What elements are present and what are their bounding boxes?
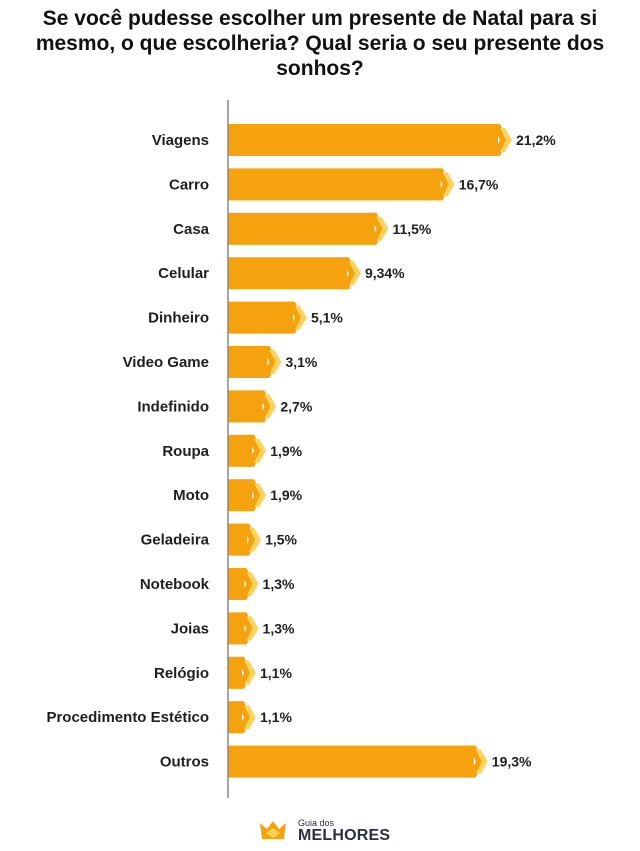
value-label-8: 1,9%: [270, 487, 302, 503]
value-label-1: 16,7%: [459, 176, 499, 192]
bar-10: [228, 568, 245, 600]
bar-highlight-1: [442, 172, 455, 197]
chart-title: Se você pudesse escolher um presente de …: [35, 7, 605, 80]
bar-7: [228, 434, 253, 467]
logo-text-big: MELHORES: [298, 827, 391, 844]
category-label-7: Roupa: [162, 443, 209, 460]
value-label-5: 3,1%: [285, 354, 317, 370]
bars-layer: [228, 124, 512, 778]
value-label-14: 19,3%: [492, 754, 532, 770]
category-labels: Viagens Carro Casa Celular Dinheiro Video Gam…: [46, 132, 209, 771]
bar-highlight-2: [376, 216, 389, 241]
guia-dos-melhores-logo: Guia dos MELHORES: [258, 816, 398, 846]
value-label-10: 1,3%: [263, 576, 295, 592]
category-label-0: Viagens: [152, 132, 209, 149]
value-label-12: 1,1%: [260, 665, 292, 681]
crown-icon: [260, 821, 286, 839]
category-label-13: Procedimento Estético: [46, 709, 209, 726]
bar-highlight-7: [254, 438, 267, 463]
logo-text-small: Guia dos: [298, 818, 335, 828]
category-label-3: Celular: [158, 265, 209, 282]
category-label-12: Relógio: [154, 665, 209, 682]
value-label-0: 21,2%: [516, 132, 556, 148]
bar-6: [228, 390, 263, 423]
value-label-6: 2,7%: [280, 398, 312, 414]
value-label-7: 1,9%: [270, 443, 302, 459]
value-label-9: 1,5%: [265, 532, 297, 548]
category-label-5: Video Game: [123, 354, 209, 371]
bar-highlight-13: [244, 705, 257, 730]
bar-9: [228, 523, 248, 556]
category-label-6: Indefinido: [137, 398, 209, 415]
bar-12: [228, 656, 243, 689]
bar-13: [228, 701, 243, 734]
bar-highlight-4: [294, 305, 307, 330]
bar-highlight-0: [500, 128, 512, 152]
bar-14: [228, 745, 474, 778]
bar-highlight-3: [348, 261, 361, 286]
category-label-10: Notebook: [140, 576, 210, 593]
bar-0: [228, 124, 498, 156]
category-label-1: Carro: [169, 176, 209, 193]
bar-highlight-10: [246, 572, 259, 596]
bar-highlight-5: [269, 350, 282, 374]
category-label-11: Joias: [171, 620, 209, 637]
value-label-3: 9,34%: [365, 265, 405, 281]
bar-4: [228, 301, 293, 334]
category-label-14: Outros: [160, 754, 209, 771]
value-label-2: 11,5%: [392, 221, 431, 237]
category-label-8: Moto: [173, 487, 209, 504]
category-label-4: Dinheiro: [148, 310, 209, 327]
bar-8: [228, 479, 253, 512]
value-label-13: 1,1%: [260, 709, 292, 725]
bar-3: [228, 257, 347, 290]
bar-highlight-8: [254, 483, 267, 508]
bar-5: [228, 346, 268, 378]
category-label-2: Casa: [173, 221, 210, 238]
bar-highlight-9: [249, 527, 262, 552]
bar-highlight-11: [246, 616, 259, 641]
bar-highlight-14: [475, 749, 488, 774]
value-label-11: 1,3%: [263, 620, 295, 636]
bar-highlight-12: [244, 660, 257, 685]
bar-highlight-6: [264, 394, 277, 419]
bar-2: [228, 212, 375, 245]
value-label-4: 5,1%: [311, 310, 343, 326]
value-labels: 21,2% 16,7% 11,5% 9,34% 5,1% 3,1% 2,7% 1,9% 1,9%…: [260, 132, 556, 770]
category-label-9: Geladeira: [141, 532, 210, 549]
bar-11: [228, 612, 245, 645]
bar-1: [228, 168, 441, 201]
